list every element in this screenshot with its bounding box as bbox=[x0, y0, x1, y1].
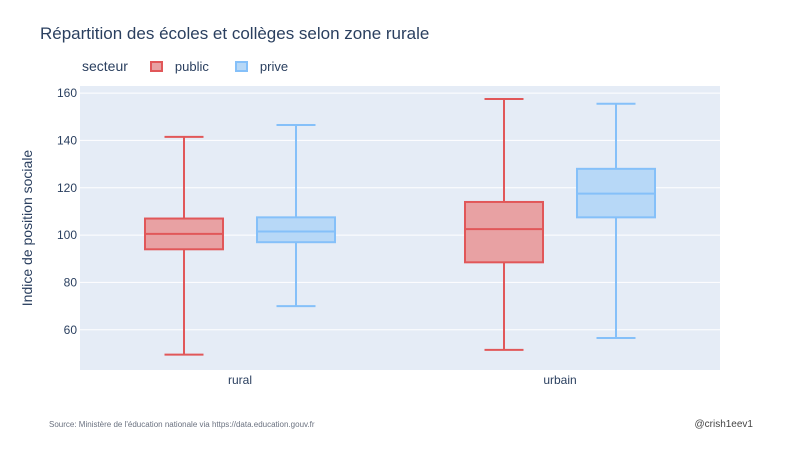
box-prive-rural-iqr bbox=[256, 216, 336, 244]
author-credit: @crish1eev1 bbox=[694, 419, 753, 430]
legend-swatch-public bbox=[149, 60, 163, 72]
y-tick-label: 160 bbox=[57, 86, 77, 100]
y-axis-title: Indice de position sociale bbox=[19, 150, 35, 307]
legend-item-prive[interactable]: prive bbox=[234, 58, 289, 74]
y-tick-label: 100 bbox=[57, 228, 77, 242]
legend-label-public: public bbox=[174, 58, 209, 74]
legend-label-prive: prive bbox=[259, 58, 289, 74]
x-tick-label: urbain bbox=[543, 373, 576, 387]
y-tick-label: 80 bbox=[64, 275, 78, 289]
y-tick-label: 120 bbox=[57, 181, 77, 195]
source-note: Source: Ministère de l'éducation nationa… bbox=[49, 420, 315, 429]
y-tick-label: 140 bbox=[57, 133, 77, 147]
legend: secteur public prive bbox=[82, 58, 314, 74]
legend-swatch-prive bbox=[234, 60, 248, 72]
legend-title: secteur bbox=[82, 58, 128, 74]
x-tick-label: rural bbox=[228, 373, 252, 387]
legend-item-public[interactable]: public bbox=[149, 58, 209, 74]
y-tick-label: 60 bbox=[64, 323, 78, 337]
box-public-urbain-iqr bbox=[464, 200, 544, 264]
chart-title: Répartition des écoles et collèges selon… bbox=[40, 24, 430, 43]
